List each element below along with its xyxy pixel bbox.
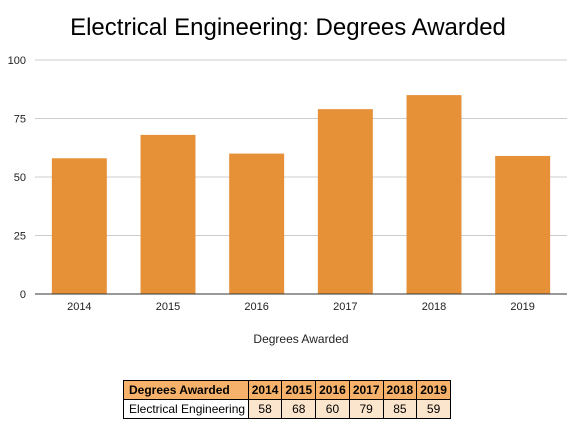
table-header-row: Degrees Awarded 2014 2015 2016 2017 2018… [123,380,451,400]
table-cell: 59 [416,399,451,419]
bar [229,153,285,294]
x-axis-title: Degrees Awarded [253,332,348,346]
y-tick-label: 75 [14,114,26,126]
bar [140,134,196,294]
bar-chart: Electrical Engineering: Degrees Awarded … [8,14,567,346]
y-tick-label: 50 [14,172,26,184]
chart-title: Electrical Engineering: Degrees Awarded [70,14,506,41]
table-header-label: Degrees Awarded [123,380,249,400]
y-axis-ticks: 0 25 50 75 100 [8,55,26,301]
x-tick-label: 2018 [422,301,446,313]
bars [51,95,551,294]
x-axis-ticks: 2014 2015 2016 2017 2018 2019 [67,301,535,313]
table-cell: 68 [281,399,317,419]
gridlines [35,59,567,236]
table-cell: 60 [315,399,350,419]
x-tick-label: 2017 [333,301,357,313]
table-cell: 85 [382,399,418,419]
x-tick-label: 2016 [244,301,268,313]
table-row: Electrical Engineering 58 68 60 79 85 59 [123,399,451,419]
data-table: Degrees Awarded 2014 2015 2016 2017 2018… [123,380,451,419]
bar [317,109,373,294]
x-tick-label: 2019 [510,301,534,313]
table-header-year: 2014 [247,380,283,400]
table-cell: 79 [348,399,384,419]
x-tick-label: 2014 [67,301,91,313]
table-header-year: 2016 [315,380,350,400]
bar [51,158,107,294]
y-tick-label: 25 [14,231,26,243]
bar [495,155,551,294]
table-header-year: 2015 [281,380,317,400]
x-tick-label: 2015 [156,301,180,313]
table-row-label: Electrical Engineering [123,399,249,419]
bar [406,95,462,294]
table-header-year: 2019 [416,380,451,400]
table-header-year: 2017 [348,380,384,400]
table-cell: 58 [247,399,283,419]
table-header-year: 2018 [382,380,418,400]
y-tick-label: 0 [20,289,26,301]
y-tick-label: 100 [8,55,26,67]
